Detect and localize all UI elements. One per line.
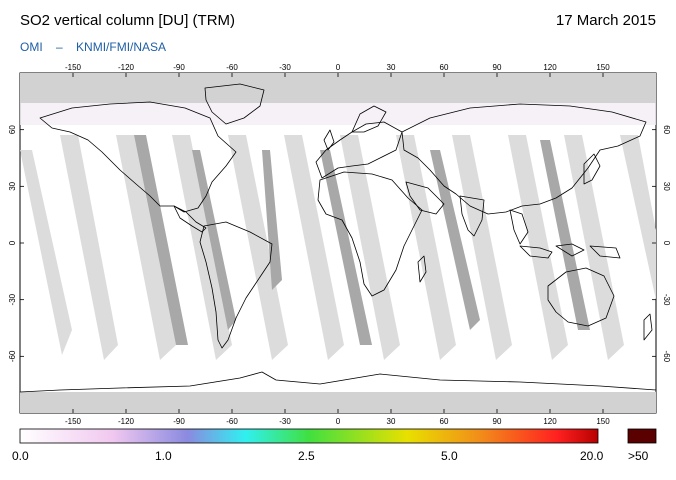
bottom-lon-label-8: 90 — [493, 417, 502, 426]
top-lon-label-6: 30 — [387, 63, 396, 72]
top-lon-label-5: 0 — [336, 63, 341, 72]
left-lat-label-1: 30 — [8, 181, 17, 190]
credit-dash: – — [56, 40, 63, 54]
colorbar-overflow-swatch — [627, 428, 657, 444]
top-lon-label-4: -30 — [279, 63, 291, 72]
bottom-lon-label-9: 120 — [543, 417, 557, 426]
left-lat-label-4: -60 — [8, 350, 17, 362]
top-lon-label-9: 120 — [543, 63, 557, 72]
top-lon-label-1: -120 — [118, 63, 135, 72]
left-lat-label-3: -30 — [8, 293, 17, 305]
top-lon-label-0: -150 — [65, 63, 82, 72]
bottom-lon-label-2: -90 — [173, 417, 185, 426]
credit-line: OMI – KNMI/FMI/NASA — [20, 40, 176, 54]
top-lon-label-7: 60 — [440, 63, 449, 72]
top-lon-label-10: 150 — [596, 63, 610, 72]
bottom-lon-label-5: 0 — [336, 417, 341, 426]
south-nodata — [20, 392, 656, 413]
colorbar-label-4: 20.0 — [580, 449, 604, 463]
bottom-lon-label-3: -60 — [226, 417, 238, 426]
right-lat-ticks: 60 30 0 -30 -60 — [652, 125, 671, 363]
bottom-lon-ticks: -150 -120 -90 -60 -30 0 30 60 90 120 150 — [65, 409, 610, 426]
credit-instrument: OMI — [20, 40, 43, 54]
map-date: 17 March 2015 — [555, 12, 656, 29]
map-layers — [20, 73, 656, 413]
left-lat-label-2: 0 — [8, 240, 17, 245]
bottom-lon-label-1: -120 — [118, 417, 135, 426]
colorbar-label-2: 2.5 — [298, 449, 315, 463]
right-lat-label-1: 30 — [662, 182, 671, 191]
colorbar-overflow-label: >50 — [628, 449, 649, 463]
right-lat-label-4: -60 — [662, 351, 671, 363]
bottom-lon-label-7: 60 — [440, 417, 449, 426]
colorbar-gradient — [19, 428, 599, 444]
credit-agencies: KNMI/FMI/NASA — [76, 40, 167, 54]
bottom-lon-label-10: 150 — [596, 417, 610, 426]
bottom-lon-label-4: -30 — [279, 417, 291, 426]
bottom-lon-label-0: -150 — [65, 417, 82, 426]
top-lon-label-3: -60 — [226, 63, 238, 72]
colorbar-label-3: 5.0 — [441, 449, 458, 463]
top-lon-label-8: 90 — [493, 63, 502, 72]
top-lon-label-2: -90 — [173, 63, 185, 72]
colorbar-label-1: 1.0 — [155, 449, 172, 463]
right-lat-label-0: 60 — [662, 125, 671, 134]
swath-gaps — [20, 135, 656, 360]
swath-overlaps — [134, 135, 590, 345]
left-lat-label-0: 60 — [8, 125, 17, 134]
right-lat-label-3: -30 — [662, 294, 671, 306]
arctic-noise-band — [20, 103, 656, 125]
top-lon-ticks: -150 -120 -90 -60 -30 0 30 60 90 120 150 — [65, 63, 610, 77]
map-title: SO2 vertical column [DU] (TRM) — [20, 12, 236, 29]
right-lat-label-2: 0 — [662, 241, 671, 246]
coastlines — [20, 83, 656, 393]
bottom-lon-label-6: 30 — [387, 417, 396, 426]
left-lat-ticks: 60 30 0 -30 -60 — [8, 125, 24, 362]
north-nodata — [20, 73, 656, 103]
colorbar-label-0: 0.0 — [12, 449, 29, 463]
